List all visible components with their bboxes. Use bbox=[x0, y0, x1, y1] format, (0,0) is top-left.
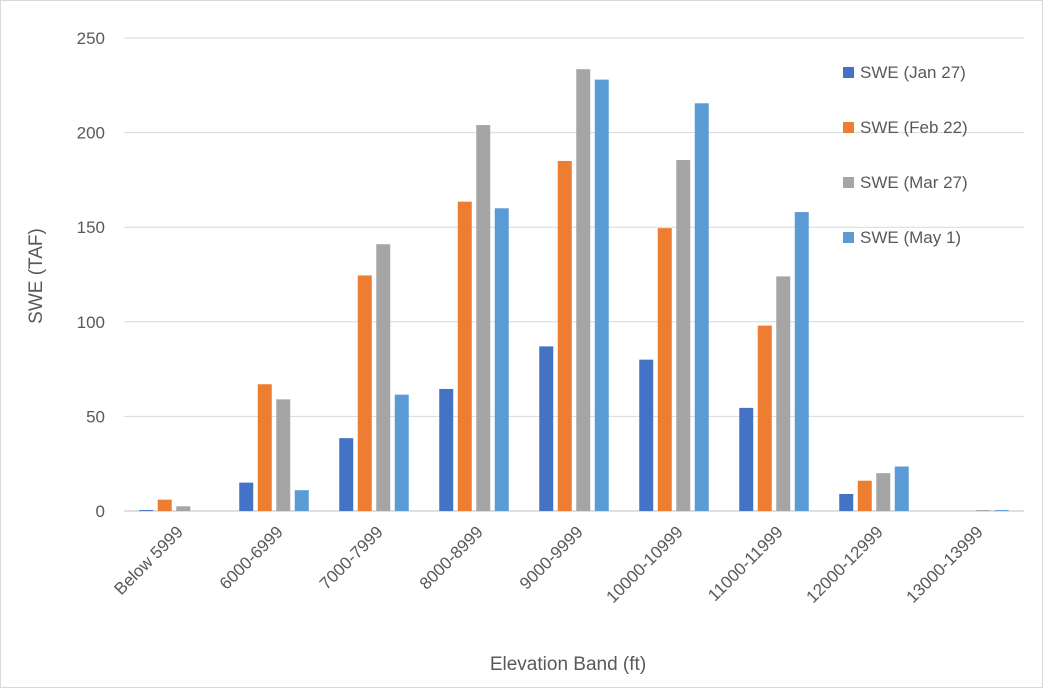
bar bbox=[539, 346, 554, 511]
legend-entry: SWE (Mar 27) bbox=[843, 173, 968, 192]
y-tick-label: 0 bbox=[96, 502, 105, 521]
bar bbox=[876, 473, 891, 511]
bar bbox=[394, 394, 409, 511]
x-tick-label: 9000-9999 bbox=[516, 522, 587, 593]
bar bbox=[157, 499, 172, 511]
legend-entry: SWE (May 1) bbox=[843, 228, 961, 247]
y-tick-label: 150 bbox=[77, 218, 105, 237]
bar bbox=[176, 506, 191, 511]
bar bbox=[494, 208, 509, 511]
x-tick-label: 7000-7999 bbox=[316, 522, 387, 593]
legend-swatch bbox=[843, 177, 854, 188]
bar bbox=[276, 399, 291, 511]
legend-label: SWE (May 1) bbox=[860, 228, 961, 247]
legend-swatch bbox=[843, 232, 854, 243]
x-tick-label: 12000-12999 bbox=[803, 522, 887, 606]
bar bbox=[557, 160, 572, 512]
bar bbox=[839, 493, 854, 511]
bar bbox=[239, 482, 254, 511]
gridlines bbox=[124, 37, 1024, 512]
bar bbox=[894, 466, 909, 511]
bar bbox=[857, 480, 872, 511]
bar bbox=[476, 125, 491, 512]
legend: SWE (Jan 27) SWE (Feb 22) SWE (Mar 27) SWE … bbox=[843, 63, 968, 247]
bar bbox=[994, 510, 1009, 511]
bar bbox=[576, 69, 591, 511]
legend-label: SWE (Feb 22) bbox=[860, 118, 968, 137]
legend-swatch bbox=[843, 122, 854, 133]
bar bbox=[739, 407, 754, 511]
x-tick-label: 10000-10999 bbox=[603, 522, 687, 606]
bar bbox=[376, 244, 391, 511]
y-tick-label: 200 bbox=[77, 124, 105, 143]
bar bbox=[294, 490, 309, 511]
bar bbox=[594, 79, 609, 512]
legend-label: SWE (Mar 27) bbox=[860, 173, 968, 192]
y-tick-label: 50 bbox=[86, 407, 105, 426]
x-tick-label: 8000-8999 bbox=[416, 522, 487, 593]
x-tick-label: 13000-13999 bbox=[903, 522, 987, 606]
bars bbox=[139, 69, 1009, 512]
x-tick-label: 11000-11999 bbox=[704, 522, 787, 605]
y-axis: 0 50 100 150 200 250 bbox=[77, 29, 105, 521]
bar bbox=[757, 325, 772, 511]
bar bbox=[139, 510, 154, 511]
x-tick-label: Below 5999 bbox=[111, 522, 187, 598]
bar bbox=[457, 201, 472, 511]
x-axis-title: Elevation Band (ft) bbox=[490, 654, 646, 675]
bar bbox=[776, 276, 791, 511]
x-axis: Below 5999 6000-6999 7000-7999 8000-8999 900… bbox=[111, 522, 987, 606]
bar bbox=[357, 275, 372, 511]
legend-label: SWE (Jan 27) bbox=[860, 63, 966, 82]
legend-entry: SWE (Feb 22) bbox=[843, 118, 968, 137]
bar bbox=[439, 388, 454, 511]
legend-entry: SWE (Jan 27) bbox=[843, 63, 966, 82]
bar bbox=[794, 212, 809, 511]
bar bbox=[339, 438, 354, 511]
bar bbox=[657, 228, 672, 511]
x-tick-label: 6000-6999 bbox=[216, 522, 287, 593]
bar bbox=[694, 103, 709, 512]
y-tick-label: 250 bbox=[77, 29, 105, 48]
bar bbox=[257, 384, 272, 511]
y-axis-title: SWE (TAF) bbox=[26, 228, 47, 324]
bar bbox=[639, 359, 654, 511]
bar bbox=[676, 160, 691, 511]
legend-swatch bbox=[843, 67, 854, 78]
y-tick-label: 100 bbox=[77, 313, 105, 332]
bar bbox=[976, 510, 991, 511]
